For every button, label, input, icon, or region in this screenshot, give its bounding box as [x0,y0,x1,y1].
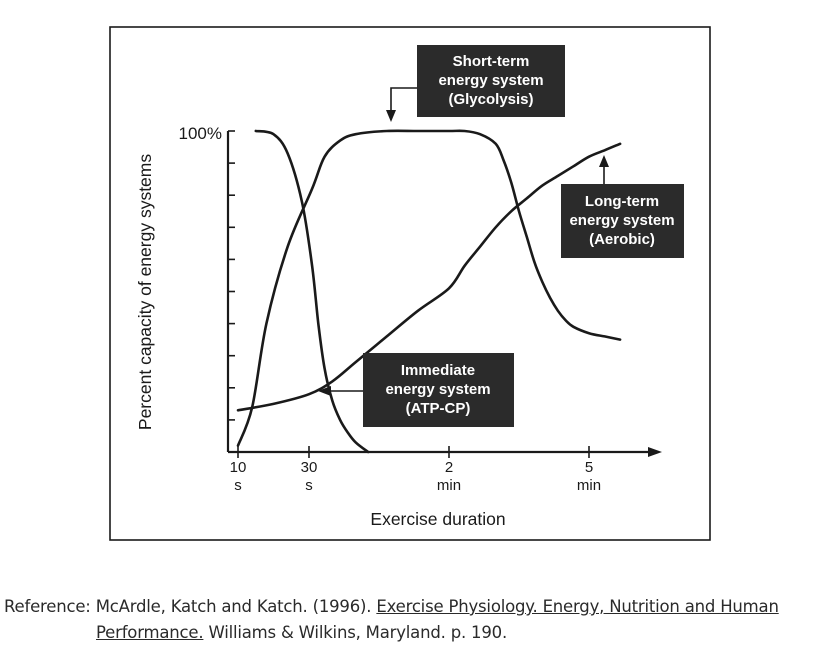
reference-citation: Reference: McArdle, Katch and Katch. (19… [4,594,836,646]
reference-second-line: Performance. Williams & Wilkins, Marylan… [4,620,836,646]
energy-systems-chart: 100% Percent capacity of energy systems … [109,26,711,541]
figure-frame [109,26,711,541]
annotation-line: Short-term [453,53,530,70]
x-tick-value: 5 [585,459,593,476]
x-tick-unit: min [437,477,461,494]
x-tick-label-2min: 2 min [437,459,461,494]
x-tick-label-30s: 30 s [301,459,318,494]
annotation-long-term: Long-term energy system (Aerobic) [561,155,684,258]
x-axis-arrowhead [648,447,662,457]
annotation-box [417,45,565,117]
y-axis-ticks [228,130,235,453]
reference-label: Reference: [4,597,91,616]
x-tick-label-5min: 5 min [577,459,601,494]
reference-authors: McArdle, Katch and Katch. (1996). [95,597,372,616]
reference-title: Exercise Physiology. Energy, Nutrition a… [376,597,779,616]
x-axis-ticks [237,446,590,458]
annotation-box [561,184,684,258]
y-top-label: 100% [179,124,222,143]
x-tick-unit: min [577,477,601,494]
annotation-arrowhead [599,155,609,167]
annotation-arrowhead [386,110,396,122]
annotation-arrowhead [318,386,331,396]
x-tick-value: 30 [301,459,318,476]
x-tick-value: 2 [445,459,453,476]
annotation-line: Immediate [401,362,475,379]
annotation-short-term: Short-term energy system (Glycolysis) [386,45,565,122]
curve-short-term-glycolysis [236,129,622,447]
x-tick-label-10s: 10 s [230,459,247,494]
annotation-line: Long-term [585,193,659,210]
y-axis-title: Percent capacity of energy systems [135,154,155,430]
annotation-line: energy system [438,72,543,89]
curve-immediate-atp-cp [254,129,370,454]
annotation-line: energy system [385,381,490,398]
annotation-line: (ATP-CP) [406,400,471,417]
curve-long-term-aerobic [236,142,622,412]
reference-title-cont: Performance. [96,623,204,642]
annotation-arrow-line [390,87,417,112]
x-tick-unit: s [305,477,313,494]
annotation-line: (Aerobic) [589,231,655,248]
x-tick-unit: s [234,477,242,494]
reference-publisher: Williams & Wilkins, Maryland. p. 190. [208,623,507,642]
annotation-line: energy system [569,212,674,229]
annotation-box [363,353,514,427]
x-axis-title: Exercise duration [370,509,505,529]
annotation-immediate: Immediate energy system (ATP-CP) [318,353,514,427]
annotation-line: (Glycolysis) [448,91,533,108]
x-tick-value: 10 [230,459,247,476]
